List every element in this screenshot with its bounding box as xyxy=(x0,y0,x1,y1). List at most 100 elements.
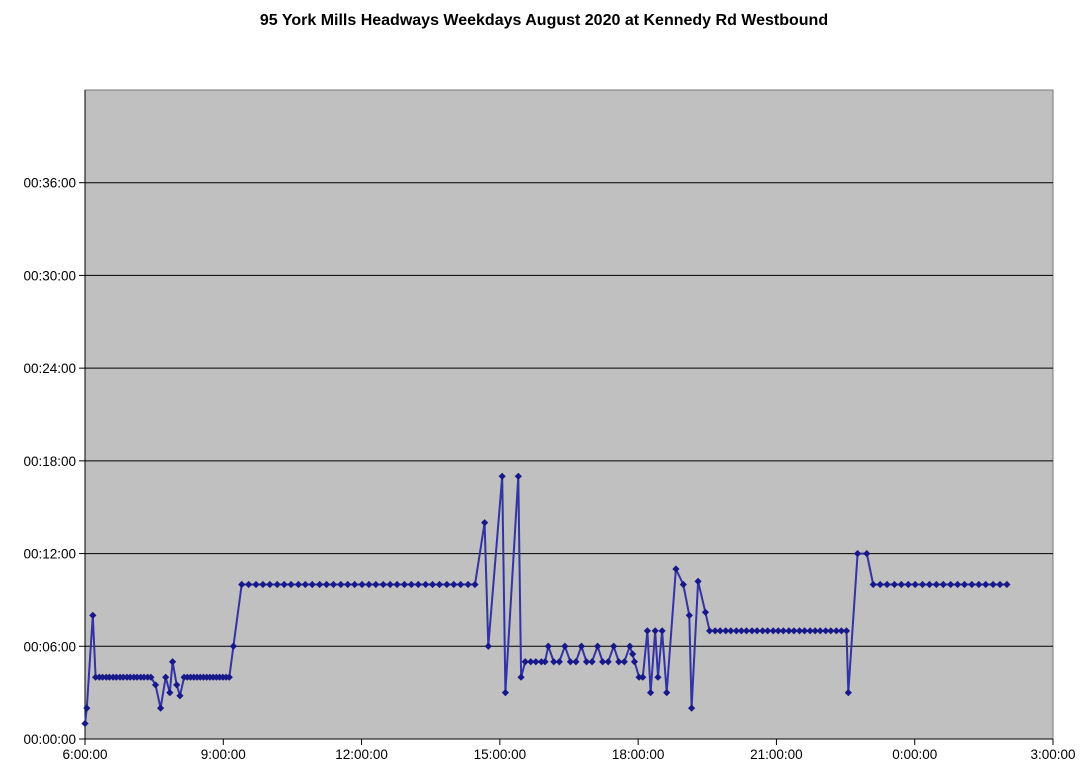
data-point-marker xyxy=(229,642,238,650)
data-point-marker xyxy=(147,673,155,681)
data-point-marker xyxy=(156,704,165,712)
data-point-marker xyxy=(932,580,940,589)
y-axis-tick-label: 00:24:00 xyxy=(23,361,76,376)
data-point-marker xyxy=(245,580,253,589)
data-point-marker xyxy=(81,719,89,728)
x-axis-tick-label: 21:00:00 xyxy=(750,747,803,762)
data-point-marker xyxy=(853,549,862,558)
data-point-marker xyxy=(316,580,324,589)
data-point-marker xyxy=(904,580,912,589)
data-point-marker xyxy=(140,673,148,681)
y-axis-tick-label: 00:36:00 xyxy=(23,176,76,191)
data-point-marker xyxy=(294,580,303,589)
data-point-marker xyxy=(722,627,730,635)
data-point-marker xyxy=(822,627,830,635)
data-point-marker xyxy=(168,658,177,666)
data-point-marker xyxy=(737,627,745,635)
data-point-marker xyxy=(358,580,366,589)
data-point-marker xyxy=(162,673,170,681)
data-point-marker xyxy=(774,627,782,635)
data-point-marker xyxy=(372,580,380,589)
data-point-marker xyxy=(727,627,735,635)
y-axis-tick-label: 00:12:00 xyxy=(23,547,76,562)
data-point-marker xyxy=(996,580,1004,589)
y-axis-tick-label: 00:30:00 xyxy=(23,268,76,283)
data-point-marker xyxy=(464,580,472,589)
data-point-marker xyxy=(588,658,596,666)
y-axis-tick-label: 00:06:00 xyxy=(23,639,76,654)
data-point-marker xyxy=(435,580,444,589)
data-point-marker xyxy=(98,673,107,681)
data-point-marker xyxy=(947,580,955,589)
data-point-marker xyxy=(555,658,563,666)
data-point-marker xyxy=(658,627,666,635)
x-axis-tick-label: 15:00:00 xyxy=(474,747,527,762)
data-point-marker xyxy=(593,642,602,650)
y-axis-tick-label: 00:00:00 xyxy=(23,732,76,747)
data-point-marker xyxy=(457,580,465,589)
data-point-marker xyxy=(521,658,529,666)
data-point-marker xyxy=(1003,580,1011,589)
data-point-marker xyxy=(443,580,451,589)
data-point-marker xyxy=(351,580,359,589)
data-point-marker xyxy=(365,580,373,589)
chart-title: 95 York Mills Headways Weekdays August 2… xyxy=(259,12,829,29)
data-point-marker xyxy=(646,689,655,697)
data-point-marker xyxy=(176,692,184,700)
x-axis-tick-label: 9:00:00 xyxy=(201,747,246,762)
data-point-marker xyxy=(532,658,540,666)
data-point-marker xyxy=(960,580,969,589)
data-point-marker xyxy=(982,580,990,589)
data-point-marker xyxy=(151,681,160,689)
data-point-marker xyxy=(481,519,489,527)
data-point-marker xyxy=(626,642,634,650)
data-point-marker xyxy=(308,580,316,589)
data-point-marker xyxy=(790,627,798,635)
data-point-marker xyxy=(844,689,852,697)
data-point-marker xyxy=(816,627,824,635)
data-point-marker xyxy=(484,642,492,650)
data-point-marker xyxy=(663,689,671,697)
data-point-marker xyxy=(925,580,934,589)
data-point-marker xyxy=(989,580,997,589)
data-point-marker xyxy=(471,580,479,589)
data-point-marker xyxy=(126,673,134,681)
data-point-marker xyxy=(953,580,962,589)
x-axis-tick-label: 18:00:00 xyxy=(612,747,665,762)
data-point-marker xyxy=(672,565,680,573)
data-point-marker xyxy=(166,689,174,697)
data-point-marker xyxy=(629,650,637,658)
data-point-marker xyxy=(711,627,719,635)
data-point-marker xyxy=(273,580,281,589)
data-point-marker xyxy=(259,580,267,589)
data-point-marker xyxy=(769,627,777,635)
data-point-marker xyxy=(514,472,522,480)
data-point-marker xyxy=(89,611,97,619)
data-point-marker xyxy=(238,580,246,589)
x-axis-tick-label: 12:00:00 xyxy=(335,747,388,762)
data-point-marker xyxy=(806,627,814,635)
data-point-marker xyxy=(968,580,976,589)
data-point-marker xyxy=(407,580,415,589)
plot-background xyxy=(84,89,1054,740)
data-point-marker xyxy=(133,673,141,681)
x-axis-tick-label: 6:00:00 xyxy=(62,747,107,762)
data-point-marker xyxy=(939,580,947,589)
data-point-marker xyxy=(498,472,506,480)
data-point-marker xyxy=(842,627,851,635)
data-point-marker xyxy=(764,627,772,635)
data-point-marker xyxy=(890,580,899,589)
data-point-marker xyxy=(911,580,919,589)
data-point-marker xyxy=(732,627,740,635)
data-point-marker xyxy=(679,580,687,589)
data-point-marker xyxy=(876,580,884,589)
data-point-marker xyxy=(517,673,525,681)
data-point-marker xyxy=(173,681,181,689)
data-point-marker xyxy=(800,627,809,635)
data-point-marker xyxy=(386,580,394,589)
data-point-marker xyxy=(716,627,724,635)
data-point-marker xyxy=(428,580,437,589)
data-point-marker xyxy=(252,580,260,589)
data-point-marker xyxy=(501,689,509,697)
